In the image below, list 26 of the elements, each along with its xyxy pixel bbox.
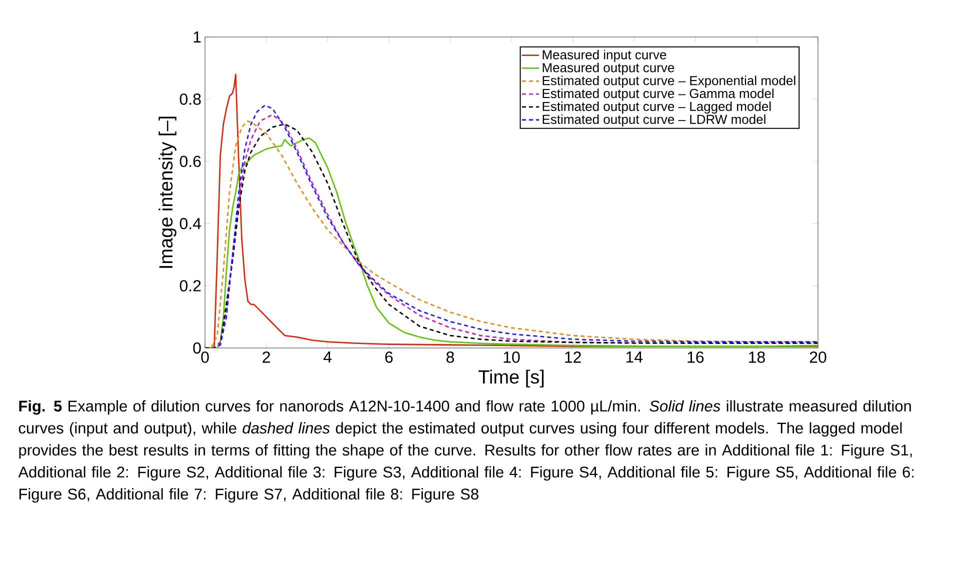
y-tick-label: 0: [193, 342, 201, 354]
y-tick-label: 0.6: [180, 156, 201, 168]
y-tick-label: 0.8: [180, 94, 201, 105]
x-tick-label: 8: [446, 352, 454, 363]
y-tick-label: 0.2: [180, 280, 201, 292]
y-tick-label: 1: [194, 31, 201, 42]
x-tick-label: 0: [201, 352, 209, 363]
x-tick-label: 2: [262, 352, 270, 363]
x-tick-label: 18: [749, 352, 765, 363]
legend-label: Estimated output curve – Gamma model: [542, 88, 774, 101]
x-tick-label: 14: [626, 352, 643, 363]
x-tick-label: 6: [385, 352, 393, 363]
x-axis-title: Time [s]: [478, 370, 544, 388]
legend-label: Measured output curve: [542, 62, 674, 75]
x-tick-label: 10: [504, 352, 520, 363]
x-tick-label: 4: [324, 352, 332, 363]
y-tick-label: 0.4: [180, 218, 201, 230]
x-tick-label: 16: [688, 352, 704, 363]
legend-label: Estimated output curve – Lagged model: [542, 101, 771, 114]
legend-label: Estimated output curve – LDRW model: [542, 114, 766, 127]
x-tick-label: 20: [810, 352, 826, 363]
text: Fig. 5 Example of dilution curves for nanorods A12N-10-1400 and flow rate 1000 µL/min. Solid lines illustrate measured dilution curves (input and output), while dashed lines depict the estimated output curves using four different models. The lagged model provides the best results in terms of fitting the shape of the curve. Results for other flow rates are in Additional file 1: Figure S1, Additional file 2: Figure S2, Additional file 3: Figure S3, Additional file 4: Figure S4, Additional file 5: Figure S5, Additional file 6: Figure S6, Additional file 7: Figure S7, Additional file 8: Figure S8: [18, 400, 914, 503]
y-axis-title: Image intensity [–]: [158, 116, 176, 268]
x-tick-label: 12: [565, 352, 581, 363]
legend-label: Estimated output curve – Exponential model: [542, 76, 796, 88]
legend-label: Measured input curve: [542, 50, 666, 62]
